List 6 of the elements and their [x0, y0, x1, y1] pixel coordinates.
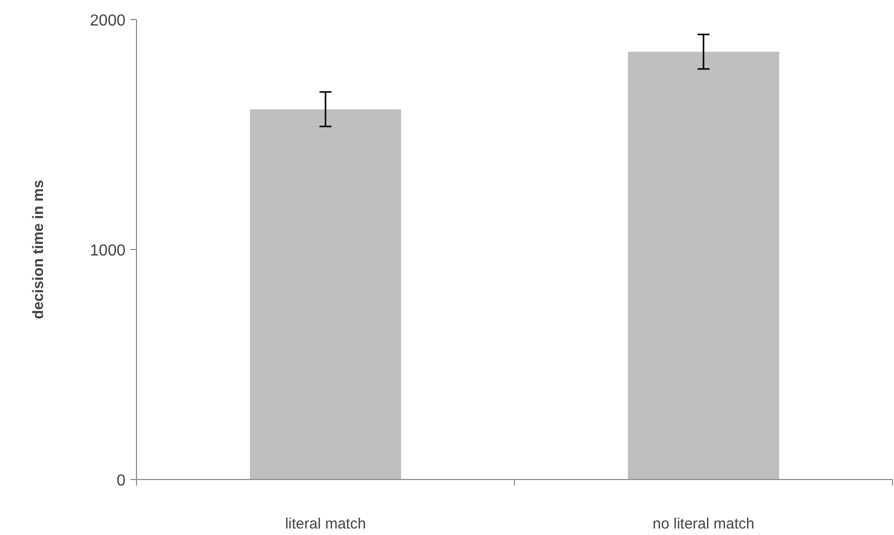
- y-tick-label: 1000: [90, 242, 126, 260]
- y-tick-label: 2000: [90, 12, 126, 30]
- y-axis-title: decision time in ms: [30, 180, 47, 320]
- x-tick-label: literal match: [285, 516, 366, 532]
- x-tick-label: no literal match: [652, 516, 754, 532]
- y-tick-label: 0: [116, 472, 126, 490]
